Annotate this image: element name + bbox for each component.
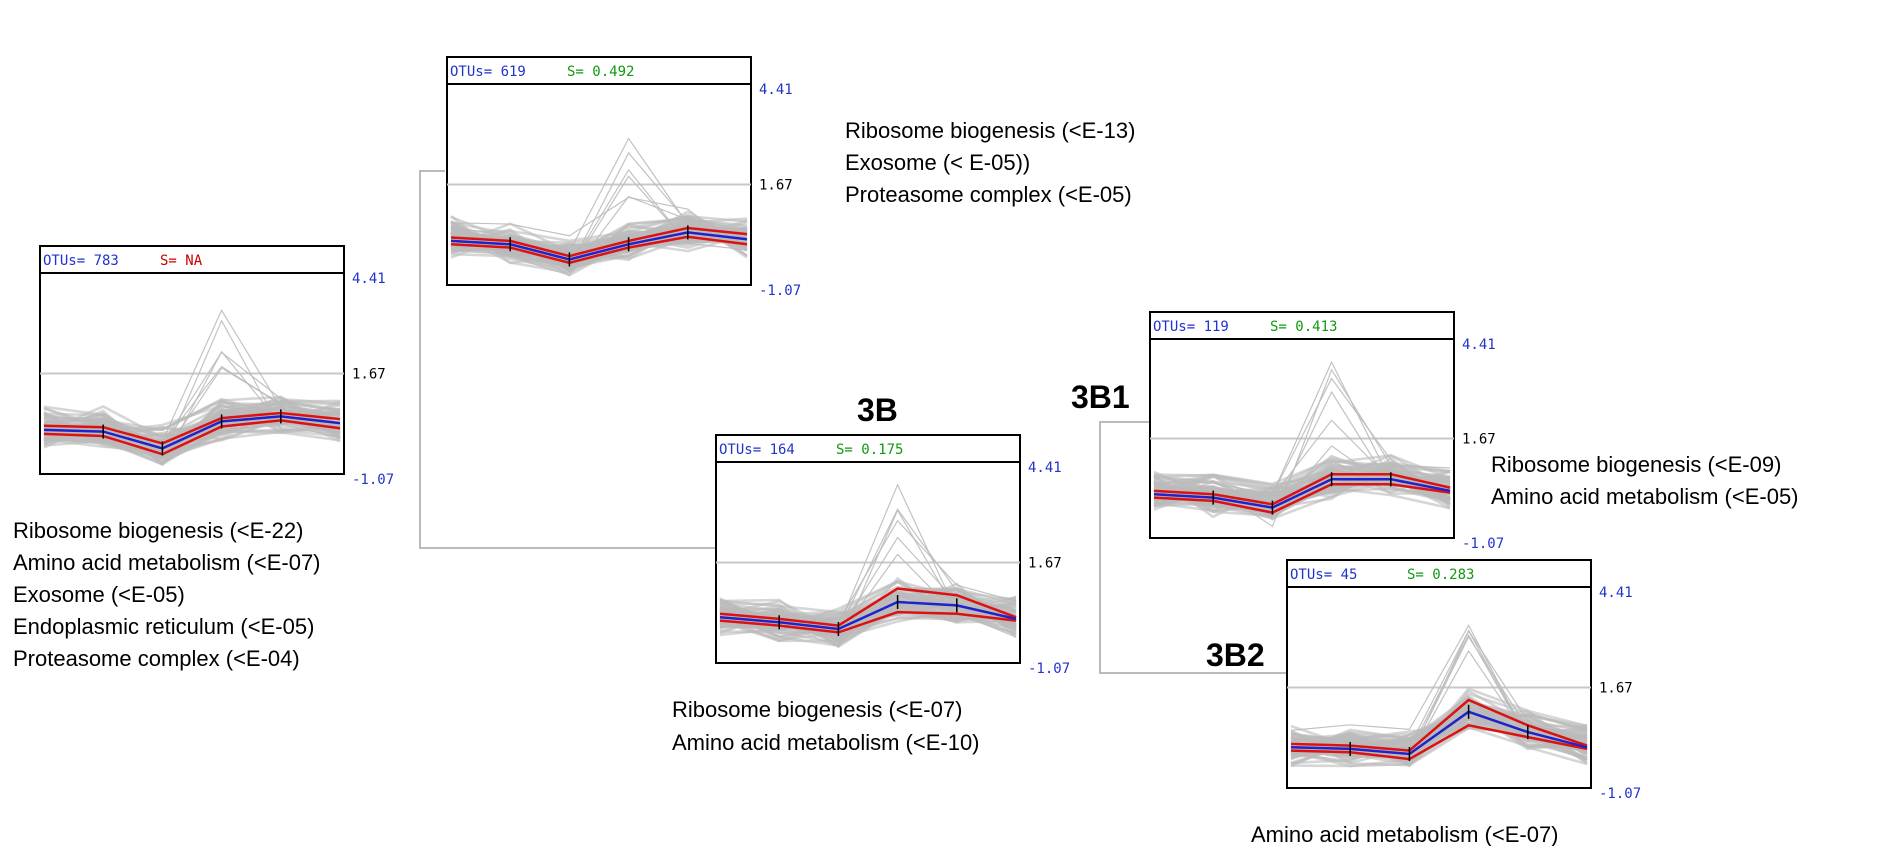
profile-panel-3B: OTUs= 164 S= 0.175 4.41 1.67 -1.07 — [715, 434, 1070, 677]
silhouette-score: S= 0.413 — [1270, 319, 1337, 335]
y-tick-label: -1.07 — [352, 472, 394, 488]
annotation-3B1-0: Ribosome biogenesis (<E-09) — [1491, 452, 1781, 477]
silhouette-score: S= 0.175 — [836, 442, 903, 458]
silhouette-score: S= NA — [160, 253, 203, 269]
y-tick-label: 1.67 — [352, 367, 386, 383]
series-line-lower — [450, 235, 748, 265]
annotation-3A-0: Ribosome biogenesis (<E-13) — [845, 118, 1135, 143]
y-tick-label: -1.07 — [1599, 786, 1641, 802]
series-line-lower — [1153, 483, 1451, 514]
y-tick-label: 4.41 — [1462, 337, 1496, 353]
title-3B2: 3B2 — [1206, 637, 1265, 673]
annotations-3B1: Ribosome biogenesis (<E-09) Amino acid m… — [1491, 452, 1799, 509]
annotation-3B2-0: Amino acid metabolism (<E-07) — [1251, 822, 1559, 846]
title-3B1: 3B1 — [1071, 379, 1130, 415]
annotation-root-0: Ribosome biogenesis (<E-22) — [13, 518, 303, 543]
series-line-mean — [719, 600, 1017, 631]
otus-count: OTUs= 619 — [450, 64, 526, 80]
y-tick-label: -1.07 — [1462, 536, 1504, 552]
series-line-upper — [43, 411, 341, 445]
series-line-lower — [1290, 723, 1588, 761]
y-tick-label: 1.67 — [1462, 432, 1496, 448]
annotation-root-2: Exosome (<E-05) — [13, 582, 185, 607]
tree-connectors — [419, 170, 1287, 674]
series-line-lower — [719, 610, 1017, 634]
y-tick-label: -1.07 — [1028, 661, 1070, 677]
y-tick-label: 1.67 — [1028, 556, 1062, 572]
otus-count: OTUs= 45 — [1290, 567, 1357, 583]
series-line-upper — [450, 226, 748, 258]
annotation-root-3: Endoplasmic reticulum (<E-05) — [13, 614, 314, 639]
y-tick-label: 1.67 — [1599, 681, 1633, 697]
annotations-3B: Ribosome biogenesis (<E-07) Amino acid m… — [672, 697, 980, 755]
member-profile-line — [450, 231, 748, 267]
annotations-3A: Ribosome biogenesis (<E-13) Exosome (< E… — [845, 118, 1135, 207]
annotation-3A-1: Exosome (< E-05)) — [845, 150, 1030, 175]
silhouette-score: S= 0.283 — [1407, 567, 1474, 583]
annotation-3B-1: Amino acid metabolism (<E-10) — [672, 730, 980, 755]
otus-count: OTUs= 783 — [43, 253, 119, 269]
annotations-3B2: Amino acid metabolism (<E-07) — [1251, 822, 1559, 846]
connector-3B-3B1-3B2 — [1099, 421, 1287, 674]
connector-root-3A-3B — [419, 170, 716, 549]
annotation-3B1-1: Amino acid metabolism (<E-05) — [1491, 484, 1799, 509]
series-line-mean — [450, 231, 748, 261]
profile-panel-3B1: OTUs= 119 S= 0.413 4.41 1.67 -1.07 — [1149, 311, 1504, 552]
annotation-3B-0: Ribosome biogenesis (<E-07) — [672, 697, 962, 722]
y-tick-label: -1.07 — [759, 283, 801, 299]
otus-count: OTUs= 164 — [719, 442, 795, 458]
series-line-mean — [1153, 477, 1451, 509]
profile-panel-3A: OTUs= 619 S= 0.492 4.41 1.67 -1.07 — [446, 56, 801, 299]
y-tick-label: 4.41 — [1028, 460, 1062, 476]
annotations-root: Ribosome biogenesis (<E-22) Amino acid m… — [13, 518, 321, 671]
series-line-upper — [1290, 698, 1588, 752]
series-line-lower — [43, 419, 341, 456]
series-line-mean — [1290, 710, 1588, 756]
member-profile-line — [719, 587, 1017, 627]
profile-panel-root: OTUs= 783 S= NA 4.41 1.67 -1.07 — [39, 245, 394, 488]
annotation-3A-2: Proteasome complex (<E-05) — [845, 182, 1132, 207]
y-tick-label: 4.41 — [1599, 585, 1633, 601]
silhouette-score: S= 0.492 — [567, 64, 634, 80]
member-profile-line — [450, 221, 748, 253]
y-tick-label: 4.41 — [352, 271, 386, 287]
annotation-root-4: Proteasome complex (<E-04) — [13, 646, 300, 671]
series-line-upper — [719, 587, 1017, 627]
annotation-root-1: Amino acid metabolism (<E-07) — [13, 550, 321, 575]
profile-panel-3B2: OTUs= 45 S= 0.283 4.41 1.67 -1.07 — [1286, 559, 1641, 802]
member-profile-line — [1153, 460, 1451, 499]
title-3B: 3B — [857, 392, 898, 428]
y-tick-label: 4.41 — [759, 82, 793, 98]
y-tick-label: 1.67 — [759, 178, 793, 194]
series-line-mean — [43, 415, 341, 450]
otus-count: OTUs= 119 — [1153, 319, 1229, 335]
member-profile-line — [43, 400, 341, 440]
series-line-upper — [1153, 472, 1451, 506]
